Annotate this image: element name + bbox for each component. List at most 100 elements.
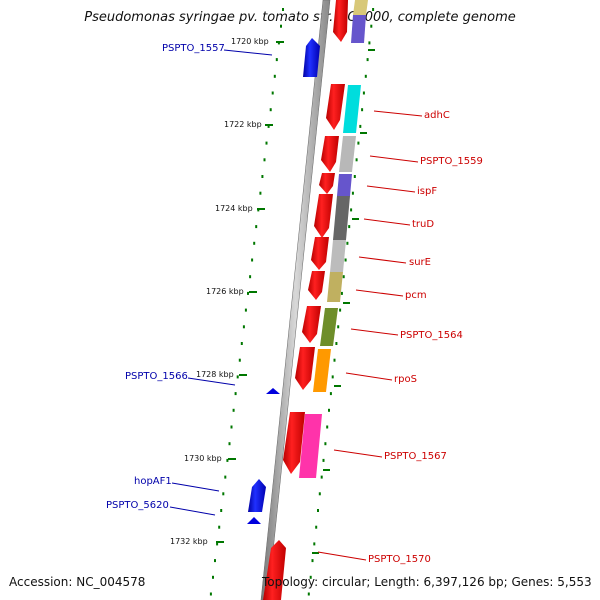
scale-dot [309, 575, 312, 579]
gene-label: ispF [417, 186, 437, 197]
genome-title: Pseudomonas syringae pv. tomato str. DC3… [84, 10, 516, 25]
gene-label: rpoS [394, 374, 417, 385]
scale-dot [244, 308, 247, 312]
tick-label: 1724 kbp [215, 204, 253, 213]
gene-arrow [283, 412, 305, 474]
gene-label: surE [409, 257, 431, 268]
gene-label: PSPTO_1566 [125, 371, 188, 382]
leader-line [333, 449, 383, 458]
scale-dot [326, 425, 329, 429]
scale-dots-right [307, 8, 375, 596]
tick-label: 1730 kbp [184, 454, 222, 463]
scale-dot [214, 559, 216, 563]
scale-dot [307, 592, 310, 596]
scale-dot [335, 342, 338, 345]
leader-line [355, 289, 404, 297]
scale-dot [249, 275, 252, 279]
cog-block [339, 136, 356, 172]
scale-dot [317, 509, 319, 512]
gene-arrow [263, 540, 286, 600]
leader-line [345, 372, 393, 381]
gene-labels: PSPTO_1557 PSPTO_1566 hopAF1 PSPTO_5620 … [106, 43, 483, 565]
leader-line [350, 328, 399, 336]
scale-dot [269, 108, 272, 112]
scale-dot [361, 108, 364, 112]
scale-dot [350, 208, 353, 212]
scale-dot [242, 325, 245, 329]
gene-label: PSPTO_5620 [106, 500, 169, 511]
scale-dot [247, 291, 249, 295]
gene-arrow [333, 0, 348, 42]
gene-label: hopAF1 [134, 476, 172, 487]
scale-dot [339, 308, 342, 312]
gene-label: PSPTO_1557 [162, 43, 225, 54]
scale-dot [333, 358, 336, 362]
scale-dot [353, 175, 356, 178]
gene-arrow [302, 306, 321, 343]
gene-arrow [311, 237, 329, 270]
gene-arrow [321, 136, 339, 172]
cog-block [313, 349, 331, 392]
forward-strand-genes [263, 0, 348, 600]
leader-line [358, 256, 407, 264]
scale-dot [265, 141, 268, 145]
leader-line [363, 218, 411, 226]
scale-dot [238, 358, 241, 362]
scale-dot [329, 392, 332, 396]
scale-dot [331, 375, 334, 379]
leader-line [373, 110, 423, 117]
scale-dot [220, 509, 223, 512]
scale-dot [218, 525, 221, 529]
cog-block [353, 0, 368, 15]
scale-dot [359, 124, 362, 128]
leader-line [171, 482, 220, 492]
scale-dot [351, 191, 354, 195]
scale-dot [232, 408, 235, 412]
tick-label: 1728 kbp [196, 370, 234, 379]
scale-dot [344, 258, 347, 262]
scale-ticks: 1720 kbp 1722 kbp 1724 kbp 1726 kbp 1728… [170, 37, 375, 554]
leader-line [369, 155, 419, 163]
scale-dot [324, 442, 327, 446]
gene-arrow [295, 347, 315, 390]
scale-dot [280, 24, 282, 28]
scale-dots-left [209, 8, 284, 596]
cog-block [343, 85, 361, 133]
scale-dot [212, 575, 214, 579]
topology-label: Topology: circular; Length: 6,397,126 bp… [262, 575, 592, 589]
cog-blocks [299, 0, 368, 478]
scale-dot [357, 141, 360, 145]
scale-dot [216, 542, 219, 546]
gene-arrow [248, 479, 266, 512]
scale-dot [313, 542, 316, 546]
scale-dot [240, 342, 243, 345]
scale-dot [320, 475, 323, 479]
scale-dot [251, 258, 254, 262]
scale-dot [209, 592, 212, 596]
scale-dot [328, 408, 330, 412]
cog-block [299, 414, 322, 478]
leader-line [169, 506, 216, 516]
gene-label: PSPTO_1564 [400, 330, 463, 341]
scale-dot [261, 175, 264, 178]
scale-dot [355, 158, 358, 162]
scale-dot [364, 74, 367, 78]
scale-dot [346, 241, 349, 245]
scale-dot [311, 559, 314, 563]
scale-dot [282, 8, 284, 11]
scale-dot [337, 325, 340, 329]
cog-block [333, 196, 350, 240]
scale-dot [236, 375, 239, 379]
scale-dot [226, 458, 229, 462]
scale-dot [224, 475, 227, 479]
gene-label: truD [412, 219, 434, 230]
tick-label: 1722 kbp [224, 120, 262, 129]
gene-label: PSPTO_1567 [384, 451, 447, 462]
gene-label: adhC [424, 110, 450, 121]
scale-dot [230, 425, 233, 429]
scale-dot [318, 492, 321, 496]
scale-dot [253, 241, 256, 245]
gene-arrow [314, 194, 333, 238]
scale-dot [372, 8, 375, 11]
cog-block [330, 240, 346, 272]
